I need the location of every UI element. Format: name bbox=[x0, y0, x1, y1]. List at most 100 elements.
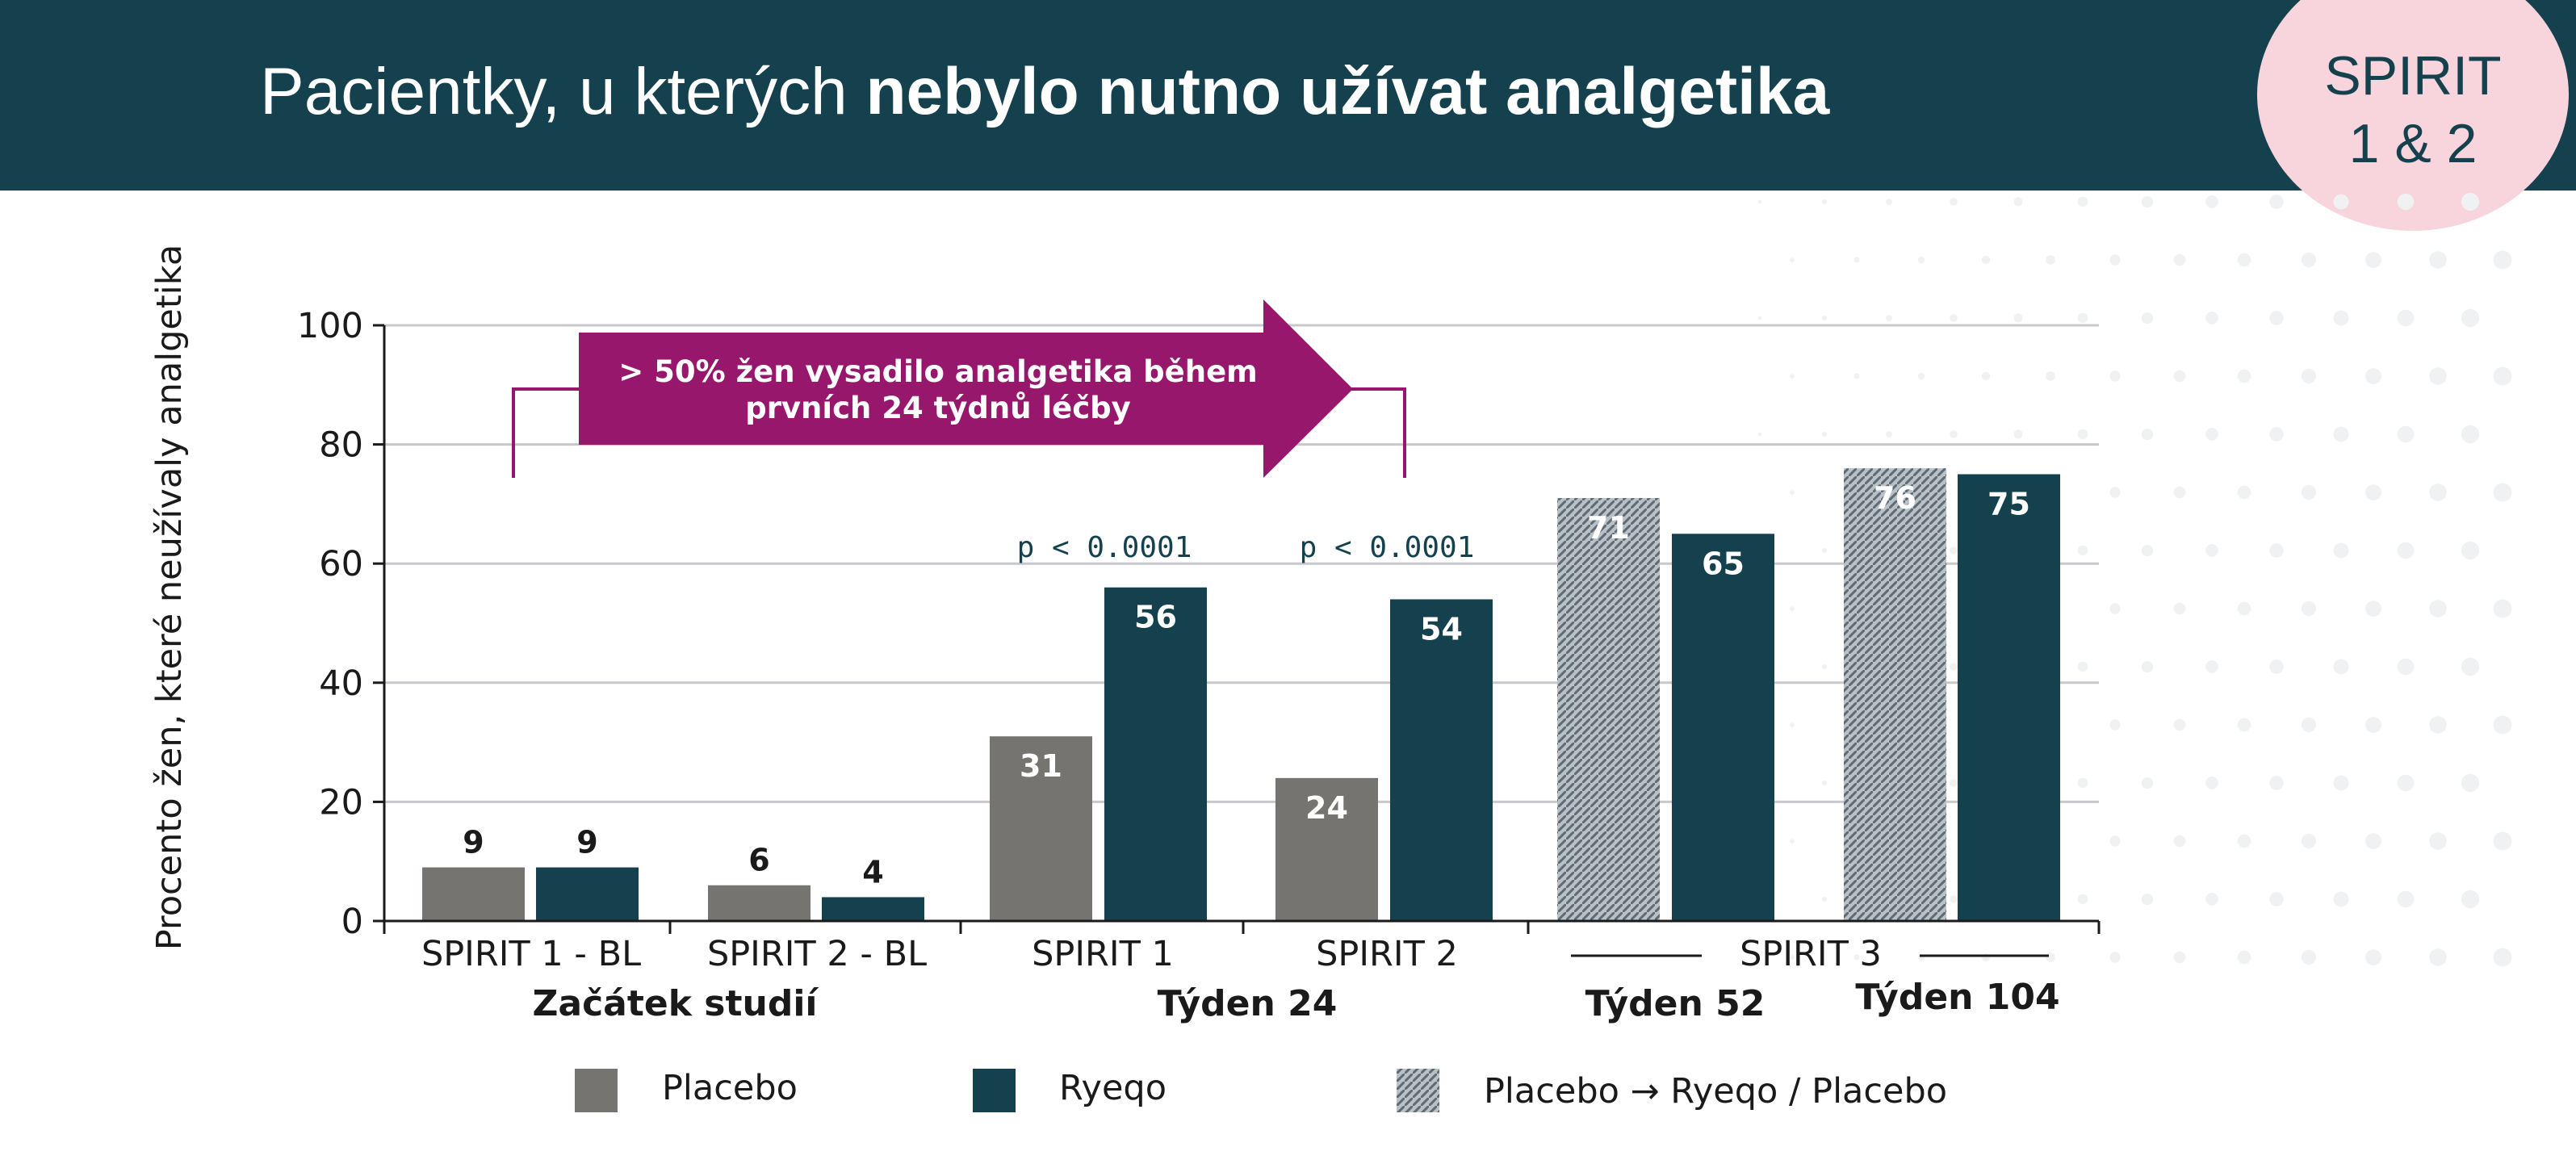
bar-ryeqo bbox=[536, 867, 639, 921]
decorative-dot bbox=[2237, 601, 2251, 616]
decorative-dot bbox=[2493, 366, 2512, 386]
decorative-dot bbox=[2365, 717, 2381, 733]
x-group-label: Týden 24 bbox=[1158, 983, 1338, 1024]
decorative-dot bbox=[2109, 603, 2121, 614]
x-tick-label: SPIRIT 2 - BL bbox=[707, 934, 927, 974]
bar-placebo-ryeqo bbox=[1844, 468, 1946, 921]
decorative-dot bbox=[2365, 484, 2381, 500]
decorative-dot bbox=[1950, 198, 1958, 206]
decorative-dot bbox=[2205, 660, 2218, 673]
badge-line-1: SPIRIT bbox=[2324, 45, 2502, 107]
decorative-dot bbox=[1821, 547, 1828, 554]
decorative-dot bbox=[2237, 834, 2251, 848]
decorative-dot bbox=[2141, 777, 2154, 789]
bar-value-label: 9 bbox=[576, 825, 597, 860]
decorative-dot bbox=[2493, 831, 2512, 851]
decorative-dot bbox=[2205, 544, 2218, 557]
header-bar bbox=[0, 0, 2576, 190]
chart-bars: 9 9 6 4 31 56 24 54 71 65 76 75 bbox=[422, 468, 2060, 921]
decorative-dot bbox=[1853, 954, 1860, 961]
decorative-dot bbox=[1757, 199, 1762, 204]
bar-value-label: 56 bbox=[1134, 600, 1177, 635]
decorative-dot bbox=[2205, 312, 2218, 324]
x-tick-label: SPIRIT 1 bbox=[1032, 934, 1174, 974]
decorative-dot bbox=[2269, 892, 2284, 906]
y-tick-label: 100 bbox=[297, 306, 363, 346]
decorative-dot bbox=[2397, 193, 2415, 211]
decorative-dot bbox=[2461, 890, 2480, 909]
decorative-dot bbox=[1917, 256, 1925, 264]
title-normal: Pacientky, u kterých bbox=[260, 55, 866, 128]
decorative-dot bbox=[2141, 893, 2154, 906]
decorative-dot bbox=[2141, 312, 2154, 324]
decorative-dot bbox=[2397, 658, 2415, 676]
decorative-dot bbox=[1790, 257, 1795, 262]
p-value-spirit2: p < 0.0001 bbox=[1300, 531, 1475, 564]
bar-value-label: 76 bbox=[1874, 480, 1916, 516]
decorative-dot bbox=[2461, 425, 2480, 444]
decorative-dot bbox=[2397, 774, 2415, 792]
legend-swatch-ryeqo bbox=[973, 1069, 1016, 1112]
decorative-dot bbox=[2173, 602, 2186, 615]
decorative-dot bbox=[1821, 896, 1828, 902]
decorative-dot bbox=[2333, 659, 2349, 675]
x-group-label: Začátek studií bbox=[532, 983, 819, 1024]
y-tick-label: 40 bbox=[319, 664, 363, 704]
decorative-dot bbox=[1790, 722, 1795, 727]
decorative-dot bbox=[2046, 371, 2055, 381]
decorative-dot bbox=[1757, 432, 1762, 437]
decorative-dot bbox=[1886, 431, 1892, 437]
p-value-spirit1: p < 0.0001 bbox=[1017, 531, 1192, 564]
decorative-dot bbox=[2141, 428, 2154, 441]
decorative-dot bbox=[1821, 199, 1828, 205]
bar-value-label: 75 bbox=[1987, 487, 2030, 522]
decorative-dot bbox=[2429, 251, 2447, 269]
y-tick-label: 20 bbox=[319, 782, 363, 823]
decorative-dot bbox=[2237, 950, 2251, 965]
bar-ryeqo bbox=[1958, 474, 2060, 921]
decorative-dot bbox=[2205, 195, 2218, 208]
chart-axes: 0 20 40 60 80 100 bbox=[297, 306, 2101, 942]
decorative-dot bbox=[2269, 543, 2284, 558]
decorative-dot bbox=[2141, 660, 2154, 673]
bar-ryeqo bbox=[822, 897, 924, 921]
decorative-dot bbox=[2333, 426, 2349, 442]
decorative-dot bbox=[2109, 835, 2121, 847]
bar-value-label: 71 bbox=[1587, 510, 1630, 546]
decorative-dot bbox=[2429, 600, 2447, 617]
decorative-dot bbox=[1950, 546, 1958, 555]
x-group-label: Týden 52 bbox=[1585, 983, 1766, 1024]
decorative-dot bbox=[2237, 253, 2251, 267]
legend-label-placebo: Placebo bbox=[662, 1068, 798, 1108]
decorative-dot bbox=[2269, 195, 2284, 209]
bar-ryeqo bbox=[1672, 534, 1774, 921]
decorative-dot bbox=[2429, 484, 2447, 501]
bar-value-label: 4 bbox=[862, 854, 883, 890]
decorative-dot bbox=[2461, 773, 2480, 793]
decorative-dot bbox=[2301, 368, 2317, 384]
decorative-dot bbox=[2269, 659, 2284, 674]
decorative-dot bbox=[1886, 199, 1892, 205]
decorative-dot bbox=[1790, 374, 1795, 379]
decorative-dot bbox=[2429, 948, 2447, 966]
decorative-dot bbox=[2493, 599, 2512, 618]
decorative-dot bbox=[2013, 197, 2023, 207]
study-badge-text: SPIRIT 1 & 2 bbox=[2257, 42, 2569, 178]
y-axis-label: Procento žen, které neužívaly analgetika bbox=[149, 245, 190, 950]
decorative-dot bbox=[2429, 367, 2447, 385]
decorative-dot bbox=[2461, 657, 2480, 676]
bar-value-label: 9 bbox=[463, 825, 484, 860]
decorative-dot bbox=[2237, 718, 2251, 732]
decorative-dot bbox=[2461, 308, 2480, 328]
decorative-dot bbox=[2365, 252, 2381, 268]
chart-legend: Placebo Ryeqo Placebo → Ryeqo / Placebo bbox=[575, 1068, 1947, 1112]
bar-ryeqo bbox=[1390, 599, 1493, 921]
decorative-dot bbox=[1757, 316, 1762, 320]
title-bold: nebylo nutno užívat analgetika bbox=[865, 55, 1830, 128]
decorative-dot bbox=[2173, 951, 2186, 964]
decorative-dot bbox=[1821, 780, 1828, 786]
decorative-dot bbox=[2237, 369, 2251, 383]
decorative-dot bbox=[1981, 255, 1991, 265]
bar-placebo bbox=[990, 736, 1092, 921]
bar-ryeqo bbox=[1104, 587, 1207, 921]
